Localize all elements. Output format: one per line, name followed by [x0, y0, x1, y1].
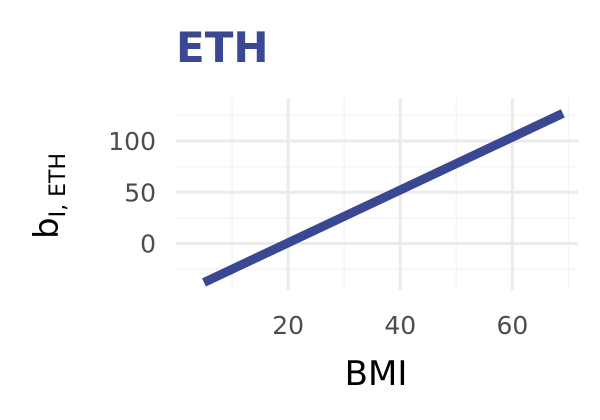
x-tick-label: 20: [272, 311, 304, 340]
minor-grid: [176, 98, 578, 290]
x-tick-labels: 20 40 60: [272, 311, 528, 340]
y-tick-label: 100: [108, 127, 156, 156]
x-axis-label: BMI: [345, 354, 408, 394]
chart-title: ETH: [176, 23, 269, 72]
y-axis-label-main: b: [27, 217, 67, 239]
major-grid: [176, 98, 578, 290]
y-axis-label-subscript: I, ETH: [46, 153, 71, 217]
y-tick-label: 50: [124, 178, 156, 207]
y-axis-label: bI, ETH: [27, 153, 71, 239]
series-layer: [202, 109, 565, 287]
y-tick-labels: 0 50 100: [108, 127, 156, 258]
y-tick-label: 0: [140, 229, 156, 258]
series-line: [202, 109, 565, 287]
x-tick-label: 60: [496, 311, 528, 340]
x-tick-label: 40: [384, 311, 416, 340]
